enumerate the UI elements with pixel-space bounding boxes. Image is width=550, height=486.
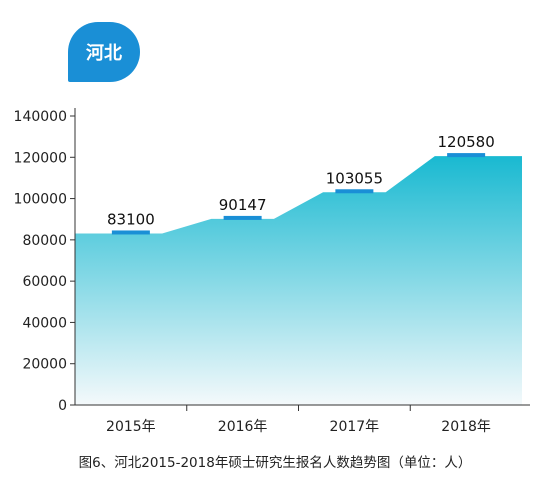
- value-label: 90147: [219, 196, 267, 214]
- x-category-label: 2017年: [330, 419, 380, 435]
- province-badge-label: 河北: [86, 43, 122, 64]
- y-tick-label: 140000: [14, 109, 67, 125]
- x-category-label: 2015年: [106, 419, 156, 435]
- area-fill: [75, 156, 522, 405]
- y-tick-label: 60000: [22, 274, 67, 290]
- value-label: 103055: [326, 169, 383, 187]
- chart-caption: 图6、河北2015-2018年硕士研究生报名人数趋势图（单位：人）: [78, 455, 472, 471]
- x-category-label: 2018年: [441, 419, 491, 435]
- value-marker: [335, 189, 374, 194]
- value-label: 83100: [107, 210, 155, 228]
- y-tick-label: 120000: [14, 150, 67, 166]
- y-tick-label: 80000: [22, 233, 67, 249]
- x-category-label: 2016年: [218, 419, 268, 435]
- y-tick-label: 40000: [22, 315, 67, 331]
- y-tick-label: 0: [58, 398, 67, 414]
- province-badge: 河北: [68, 22, 140, 82]
- y-tick-label: 20000: [22, 357, 67, 373]
- area-chart: 020000400006000080000100000120000140000 …: [14, 108, 530, 435]
- value-marker: [223, 215, 262, 220]
- value-marker: [111, 230, 150, 235]
- y-tick-label: 100000: [14, 192, 67, 208]
- value-marker: [447, 153, 486, 158]
- value-label: 120580: [437, 133, 494, 151]
